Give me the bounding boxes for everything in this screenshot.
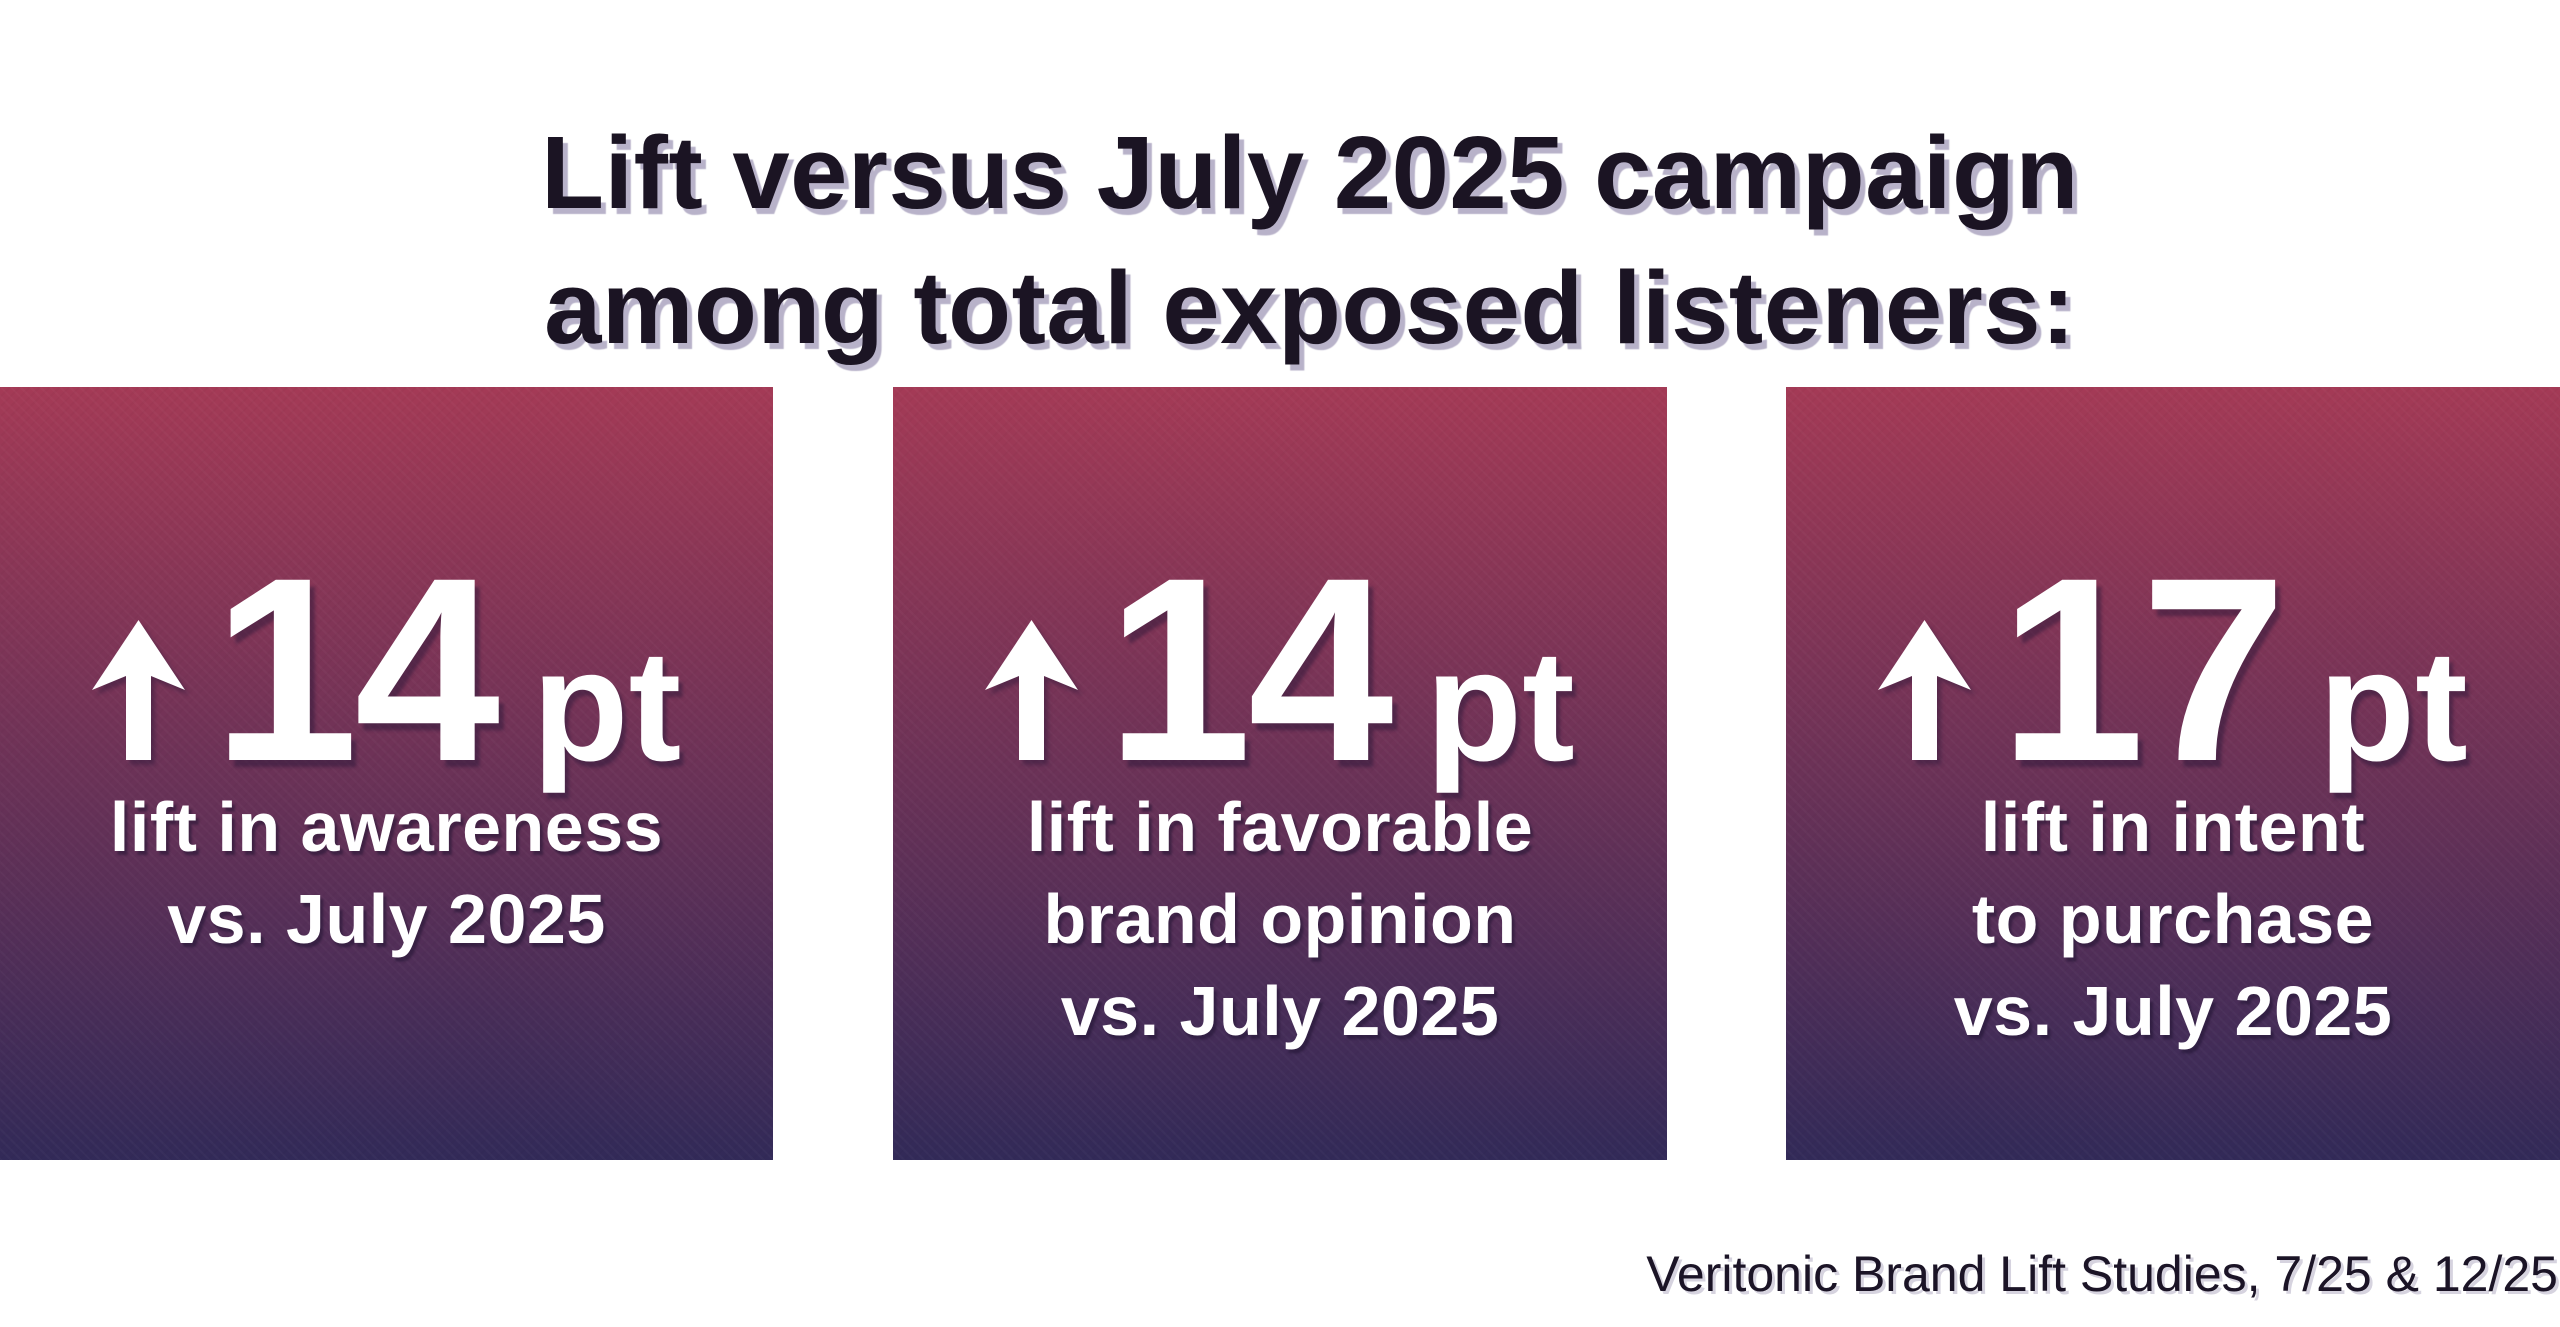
stat-row: 17 pt xyxy=(1786,539,2560,801)
stat-unit: pt xyxy=(532,618,682,794)
stat-caption-line: brand opinion xyxy=(1043,880,1517,958)
stat-caption-line: vs. July 2025 xyxy=(167,880,606,958)
stat-caption: lift in awareness vs. July 2025 xyxy=(0,781,773,965)
stat-row: 14 pt xyxy=(893,539,1667,801)
stat-caption-line: vs. July 2025 xyxy=(1060,972,1500,1050)
stat-caption-line: lift in intent xyxy=(1980,788,2366,866)
slide-title-line-1: Lift versus July 2025 campaign xyxy=(541,115,2079,230)
slide-title: Lift versus July 2025 campaign among tot… xyxy=(30,105,2560,375)
slide-title-line-2: among total exposed listeners: xyxy=(544,250,2076,365)
stat-card-awareness: 14 pt lift in awareness vs. July 2025 xyxy=(0,387,773,1160)
up-arrow-icon xyxy=(1878,620,1972,760)
stat-caption-line: lift in favorable xyxy=(1026,788,1534,866)
stat-unit: pt xyxy=(2318,618,2468,794)
stat-caption: lift in favorable brand opinion vs. July… xyxy=(893,781,1667,1057)
stat-caption: lift in intent to purchase vs. July 2025 xyxy=(1786,781,2560,1057)
stat-value: 14 xyxy=(1106,523,1393,816)
stat-caption-line: lift in awareness xyxy=(109,788,664,866)
stat-card-purchase-intent: 17 pt lift in intent to purchase vs. Jul… xyxy=(1786,387,2560,1160)
stat-row: 14 pt xyxy=(0,539,773,801)
stat-caption-line: to purchase xyxy=(1971,880,2375,958)
stat-value: 17 xyxy=(1999,523,2286,816)
stat-unit: pt xyxy=(1425,618,1575,794)
up-arrow-icon xyxy=(985,620,1079,760)
source-attribution: Veritonic Brand Lift Studies, 7/25 & 12/… xyxy=(1646,1246,2558,1302)
stat-caption-line: vs. July 2025 xyxy=(1953,972,2393,1050)
up-arrow-icon xyxy=(91,620,185,760)
stat-card-brand-opinion: 14 pt lift in favorable brand opinion vs… xyxy=(893,387,1667,1160)
stat-value: 14 xyxy=(212,523,500,816)
